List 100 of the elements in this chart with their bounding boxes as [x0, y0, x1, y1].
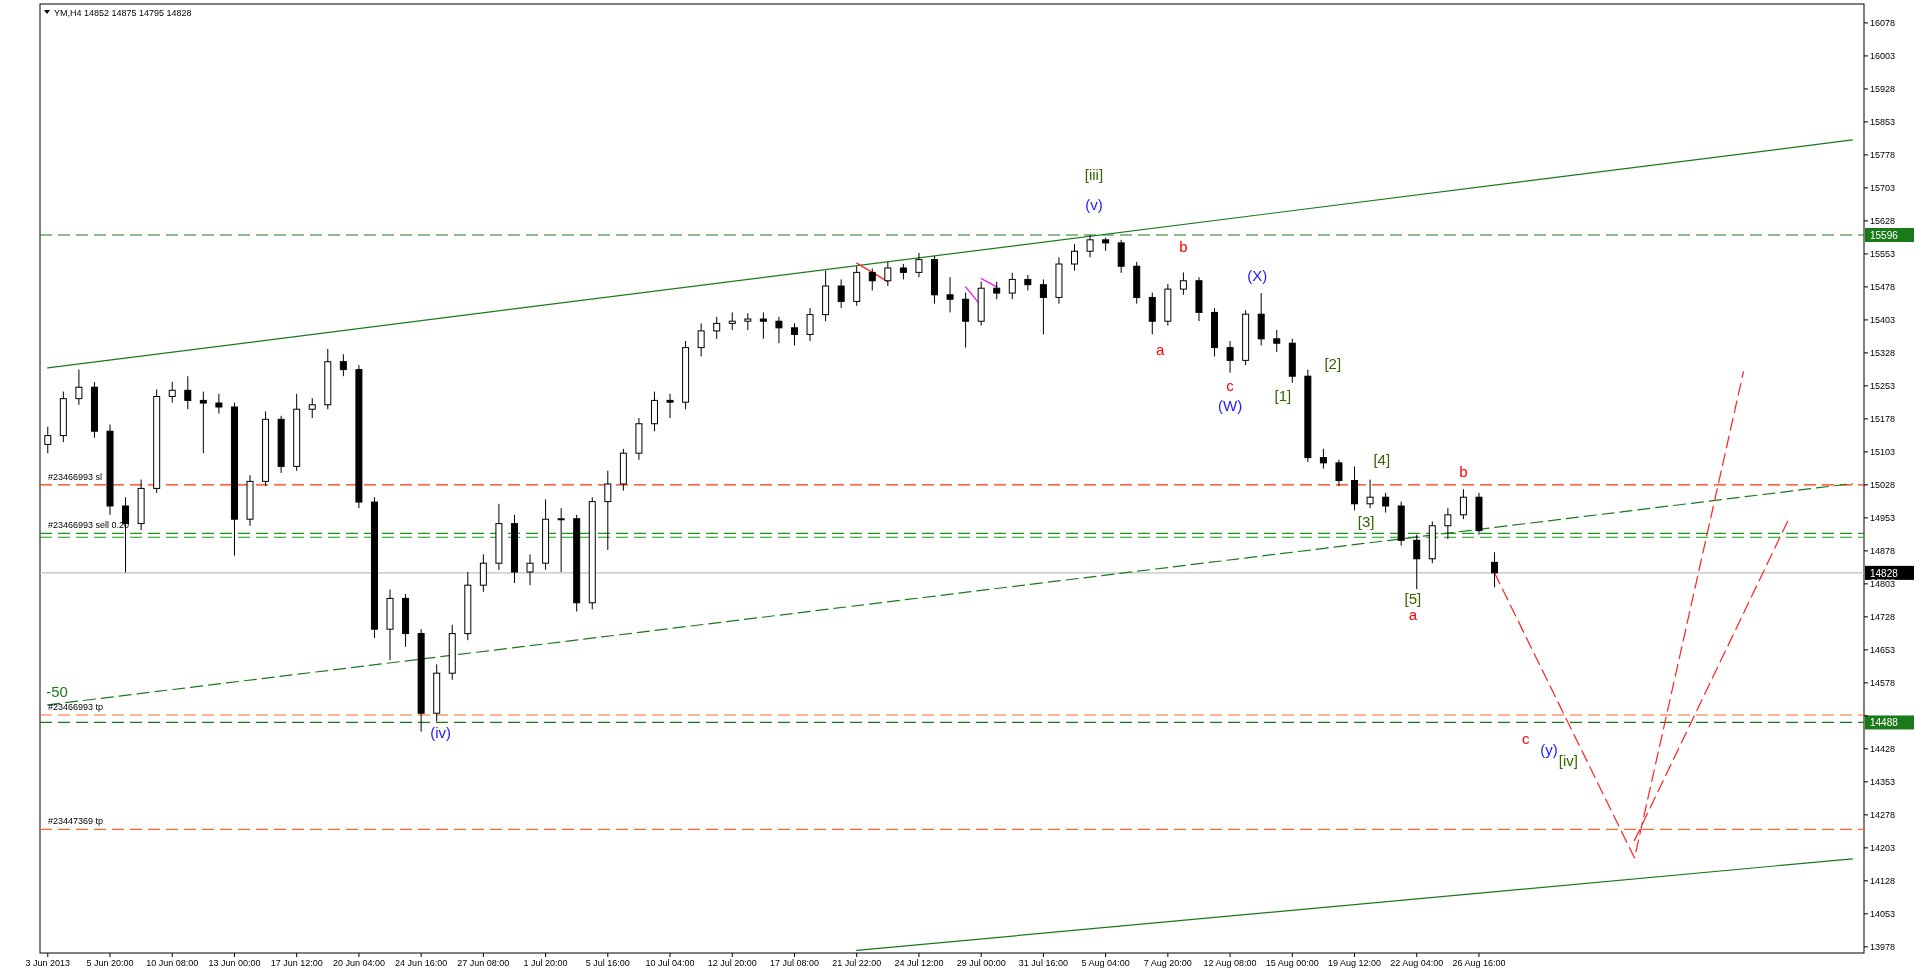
x-tick-label: 26 Aug 16:00	[1452, 958, 1506, 968]
x-tick-label: 5 Aug 04:00	[1081, 958, 1130, 968]
y-tick-label: 15778	[1870, 150, 1896, 161]
candlestick	[1179, 271, 1187, 296]
candlestick	[604, 470, 612, 551]
y-tick-label: 14803	[1870, 579, 1896, 590]
x-tick-label: 15 Aug 00:00	[1265, 958, 1319, 968]
candlestick	[790, 322, 798, 346]
x-tick-label: 22 Aug 04:00	[1390, 958, 1444, 968]
x-tick-label: 17 Jul 08:00	[769, 958, 820, 968]
annotation: -50	[46, 682, 68, 700]
candlestick	[1459, 488, 1467, 520]
candlestick	[650, 391, 658, 432]
candlestick	[1117, 239, 1125, 274]
y-tick-label: 15253	[1870, 381, 1896, 392]
candlestick	[884, 261, 892, 287]
annotation: (X)	[1247, 267, 1268, 285]
candlestick	[1273, 329, 1281, 353]
candlestick	[666, 393, 674, 419]
candlestick	[1351, 465, 1359, 511]
annotation: (iv)	[430, 724, 451, 742]
x-tick-label: 17 Jun 12:00	[270, 958, 323, 968]
candlestick	[1086, 234, 1094, 258]
ref-line-label: 14488	[1870, 717, 1899, 729]
candlestick	[75, 369, 83, 406]
annotation: [3]	[1357, 512, 1375, 530]
candlestick	[1226, 340, 1234, 374]
annotation: a	[1155, 340, 1165, 358]
x-tick-label: 12 Jul 20:00	[707, 958, 757, 968]
candlestick	[199, 391, 207, 454]
candlestick	[962, 292, 970, 349]
y-tick-label: 14428	[1870, 744, 1896, 755]
candlestick	[1382, 492, 1390, 514]
y-tick-label: 15178	[1870, 414, 1896, 425]
y-tick-label: 14728	[1870, 612, 1896, 623]
y-tick-label: 15028	[1870, 480, 1896, 491]
x-tick-label: 24 Jun 16:00	[395, 958, 448, 968]
candlestick	[215, 393, 223, 415]
annotation: [5]	[1404, 590, 1422, 608]
ref-line-label: #23466993 tp	[48, 701, 104, 712]
y-tick-label: 16078	[1870, 18, 1896, 29]
candlestick	[184, 375, 192, 410]
annotation: (v)	[1085, 196, 1103, 214]
annotation: a	[1408, 605, 1418, 623]
candlestick	[868, 267, 876, 291]
x-tick-label: 24 Jul 12:00	[894, 958, 944, 968]
y-tick-label: 14053	[1870, 909, 1896, 920]
x-tick-label: 7 Aug 20:00	[1143, 958, 1192, 968]
candlestick	[1008, 272, 1016, 300]
y-tick-label: 15403	[1870, 315, 1896, 326]
annotation: c	[1226, 376, 1235, 394]
y-tick-label: 14578	[1870, 678, 1896, 689]
ref-line-label: #23466993 sl	[48, 471, 103, 482]
candlestick	[1039, 278, 1047, 335]
y-tick-label: 14953	[1870, 513, 1896, 524]
x-tick-label: 19 Aug 12:00	[1327, 958, 1382, 968]
candlestick	[308, 397, 316, 419]
candlestick	[1413, 534, 1421, 590]
candlestick	[759, 311, 767, 340]
x-tick-label: 5 Jul 16:00	[585, 958, 630, 968]
candlestick	[837, 278, 845, 309]
y-tick-label: 15628	[1870, 216, 1896, 227]
candlestick	[557, 507, 565, 573]
annotation: c	[1521, 730, 1530, 748]
candlestick	[1071, 243, 1079, 272]
ref-line-label: 14828	[1870, 567, 1899, 579]
annotation: (y)	[1540, 740, 1558, 758]
y-tick-label: 14203	[1870, 843, 1896, 854]
candlestick	[697, 322, 705, 357]
candlestick	[1444, 507, 1452, 540]
y-tick-label: 13978	[1870, 942, 1896, 953]
y-tick-label: 14353	[1870, 777, 1896, 788]
candlestick	[915, 252, 923, 278]
candlestick	[1148, 292, 1156, 335]
candlestick	[339, 353, 347, 377]
candlestick	[168, 381, 176, 404]
annotation: [1]	[1274, 386, 1292, 404]
candlestick	[479, 553, 487, 593]
y-tick-label: 15553	[1870, 249, 1896, 260]
x-tick-label: 5 Jun 20:00	[86, 958, 134, 968]
y-tick-label: 14278	[1870, 810, 1896, 821]
x-tick-label: 3 Jun 2013	[25, 958, 71, 968]
ref-line-label: 15596	[1870, 229, 1899, 241]
candlestick	[806, 307, 814, 342]
y-tick-label: 14128	[1870, 876, 1896, 887]
candlestick	[1491, 551, 1499, 588]
candlestick	[775, 316, 783, 344]
x-tick-label: 13 Jun 00:00	[208, 958, 261, 968]
y-tick-label: 15703	[1870, 183, 1896, 194]
annotation: [iii]	[1084, 165, 1104, 183]
y-tick-label: 16003	[1870, 51, 1896, 62]
x-tick-label: 10 Jun 08:00	[146, 958, 199, 968]
y-tick-label: 15103	[1870, 447, 1896, 458]
x-tick-label: 20 Jun 04:00	[332, 958, 385, 968]
annotation: (W)	[1217, 396, 1243, 414]
candlestick	[1335, 459, 1343, 487]
x-tick-label: 29 Jul 00:00	[956, 958, 1006, 968]
ref-line-label: #23447369 tp	[48, 816, 104, 827]
annotation: b	[1459, 462, 1468, 480]
y-tick-label: 15478	[1870, 282, 1896, 293]
